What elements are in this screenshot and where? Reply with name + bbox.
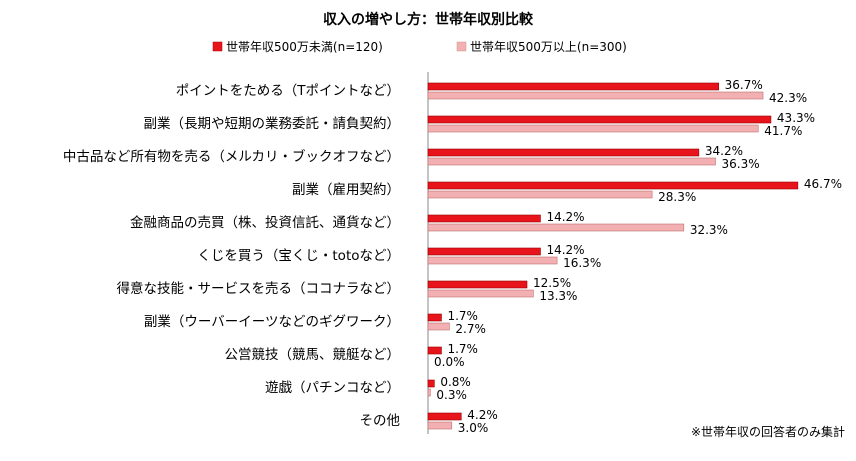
bar — [427, 247, 541, 256]
bar — [427, 280, 528, 289]
data-label: 3.0% — [458, 421, 489, 435]
category-label: 中古品など所有物を売る（メルカリ・ブックオフなど） — [63, 148, 400, 165]
bar — [427, 91, 764, 100]
data-label: 2.7% — [455, 322, 486, 336]
data-label: 0.0% — [434, 355, 465, 369]
data-label: 46.7% — [804, 177, 842, 191]
category-label: 得意な技能・サービスを売る（ココナラなど） — [117, 280, 401, 297]
category-label: ポイントをためる（Tポイントなど） — [176, 83, 400, 99]
category-label: 副業（雇用契約） — [292, 181, 400, 198]
legend: 世帯年収500万未満(n=120) 世帯年収500万以上(n=300) — [212, 40, 627, 54]
bar — [427, 82, 719, 91]
bar — [427, 412, 462, 421]
bar — [427, 256, 558, 265]
footnote: ※世帯年収の回答者のみ集計 — [691, 424, 845, 439]
data-label: 36.3% — [721, 157, 759, 171]
bar — [427, 346, 442, 355]
data-label: 16.3% — [563, 256, 601, 270]
bar — [427, 322, 450, 331]
legend-label: 世帯年収500万未満(n=120) — [226, 40, 383, 54]
data-label: 0.8% — [440, 375, 471, 389]
category-label: 遊戯（パチンコなど） — [265, 380, 400, 396]
bar — [427, 289, 534, 298]
data-label: 32.3% — [690, 223, 728, 237]
bar — [427, 148, 700, 157]
data-label: 1.7% — [447, 342, 478, 356]
bar — [427, 379, 435, 388]
category-label: その他 — [360, 413, 401, 429]
category-label: くじを買う（宝くじ・totoなど） — [197, 248, 400, 264]
data-label: 1.7% — [447, 309, 478, 323]
chart-title: 収入の増やし方：世帯年収別比較 — [323, 11, 534, 28]
data-label: 34.2% — [705, 144, 743, 158]
category-label: 副業（ウーバーイーツなどのギグワーク） — [144, 314, 400, 330]
data-label: 14.2% — [546, 210, 584, 224]
data-label: 43.3% — [777, 111, 815, 125]
bar — [427, 313, 442, 322]
bar — [427, 388, 431, 397]
bar — [427, 157, 716, 166]
bar — [427, 124, 759, 133]
data-label: 0.3% — [436, 388, 467, 402]
category-label: 公営競技（競馬、競艇など） — [225, 347, 401, 363]
bar — [427, 181, 799, 190]
data-label: 42.3% — [769, 91, 807, 105]
bar — [427, 115, 772, 124]
legend-swatch — [212, 41, 223, 52]
bar — [427, 190, 653, 199]
category-label: 副業（長期や短期の業務委託・請負契約） — [144, 116, 401, 132]
bar — [427, 223, 685, 232]
bars: ポイントをためる（Tポイントなど） 36.7% 42.3% 副業（長期や短期の業務委託… — [63, 78, 842, 435]
legend-label: 世帯年収500万以上(n=300) — [470, 40, 627, 54]
data-label: 13.3% — [539, 289, 577, 303]
data-label: 28.3% — [658, 190, 696, 204]
bar — [427, 421, 453, 430]
data-label: 12.5% — [533, 276, 571, 290]
data-label: 41.7% — [764, 124, 802, 138]
bar — [427, 214, 541, 223]
category-label: 金融商品の売買（株、投資信託、通貨など） — [130, 214, 400, 231]
data-label: 36.7% — [725, 78, 763, 92]
data-label: 14.2% — [546, 243, 584, 257]
data-label: 4.2% — [467, 408, 498, 422]
legend-swatch — [456, 41, 467, 52]
